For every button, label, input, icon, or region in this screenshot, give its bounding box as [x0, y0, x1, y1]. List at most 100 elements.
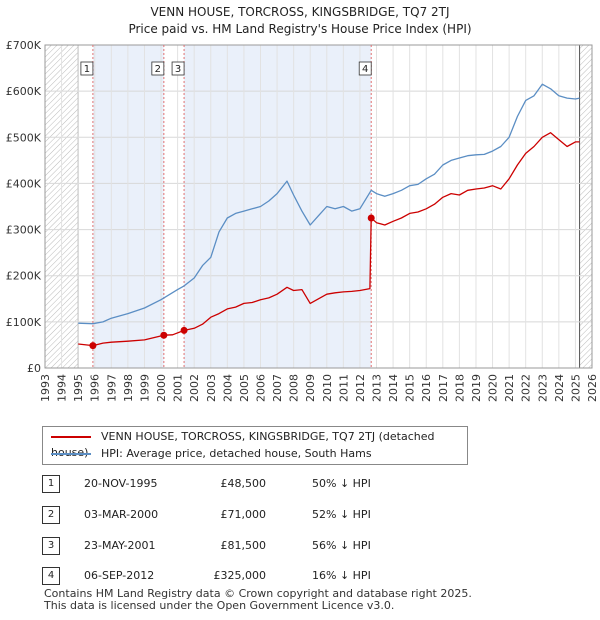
row-hpi-diff: 52% ↓ HPI [312, 508, 371, 521]
legend-item-price: VENN HOUSE, TORCROSS, KINGSBRIDGE, TQ7 2… [51, 429, 467, 459]
sale-label-3: 3 [175, 64, 181, 75]
x-tick-label: 2022 [520, 374, 533, 402]
plot-background [45, 45, 592, 368]
x-tick-label: 2000 [155, 374, 168, 402]
no-data-hatch-right [579, 45, 592, 368]
table-row: 2 03-MAR-2000 £71,000 52% ↓ HPI [42, 506, 542, 524]
x-tick-label: 2009 [304, 374, 317, 402]
row-number-badge: 1 [42, 475, 60, 493]
plot-frame [44, 44, 593, 369]
y-axis: £0 £100K £200K £300K £400K £500K £600K £700K [6, 39, 42, 375]
table-row: 1 20-NOV-1995 £48,500 50% ↓ HPI [42, 475, 542, 493]
chart-title-line1: VENN HOUSE, TORCROSS, KINGSBRIDGE, TQ7 2… [150, 5, 450, 19]
x-tick-label: 1998 [122, 374, 135, 402]
row-price: £48,500 [220, 477, 267, 490]
y-tick-label: £600K [6, 85, 42, 98]
x-tick-label: 2014 [387, 374, 400, 402]
x-tick-label: 2008 [288, 374, 301, 402]
x-tick-label: 2016 [420, 374, 433, 402]
row-number-badge: 2 [42, 506, 60, 524]
table-row: 3 23-MAY-2001 £81,500 56% ↓ HPI [42, 537, 542, 555]
sale-point-4 [367, 214, 375, 222]
row-number-badge: 4 [42, 567, 60, 585]
sale-point-3 [180, 326, 188, 334]
sale-label-box-2 [151, 61, 165, 76]
row-price: £81,500 [220, 539, 267, 552]
x-tick-label: 2005 [238, 374, 251, 402]
sale-point-2 [160, 331, 168, 339]
row-price: £71,000 [220, 508, 267, 521]
x-tick-label: 2002 [188, 374, 201, 402]
x-tick-label: 2026 [586, 374, 599, 402]
row-price: £325,000 [213, 569, 267, 582]
x-tick-label: 1997 [105, 374, 118, 402]
x-tick-label: 2006 [254, 374, 267, 402]
price-chart: 1 2 3 4 £0 £100K £200K £300K £400K £500K £600K £70… [6, 39, 599, 402]
y-tick-label: £500K [6, 131, 42, 144]
x-tick-label: 2010 [321, 374, 334, 402]
legend-swatch-price [51, 436, 91, 438]
x-tick-label: 1995 [72, 374, 85, 402]
legend: VENN HOUSE, TORCROSS, KINGSBRIDGE, TQ7 2… [42, 426, 468, 465]
row-date: 03-MAR-2000 [84, 508, 159, 521]
y-tick-label: £700K [6, 39, 42, 52]
x-tick-label: 2023 [536, 374, 549, 402]
y-tick-label: £300K [6, 224, 42, 237]
x-tick-label: 2020 [487, 374, 500, 402]
x-tick-label: 2019 [470, 374, 483, 402]
x-tick-label: 2004 [221, 374, 234, 402]
footer: Contains HM Land Registry data © Crown c… [44, 588, 472, 612]
y-tick-label: £200K [6, 270, 42, 283]
hpi-line [78, 83, 580, 325]
sale-marker-lines [92, 45, 372, 368]
x-tick-label: 1994 [56, 374, 69, 402]
legend-label-hpi: HPI: Average price, detached house, Sout… [101, 447, 372, 460]
x-tick-label: 1996 [89, 374, 102, 402]
footer-line2: This data is licensed under the Open Gov… [44, 599, 395, 612]
row-hpi-diff: 16% ↓ HPI [312, 569, 371, 582]
x-tick-label: 1999 [138, 374, 151, 402]
row-number-badge: 3 [42, 537, 60, 555]
row-date: 06-SEP-2012 [84, 569, 155, 582]
x-tick-label: 2021 [503, 374, 516, 402]
chart-title: VENN HOUSE, TORCROSS, KINGSBRIDGE, TQ7 2… [0, 4, 600, 38]
sale-label-box-1 [80, 61, 94, 76]
row-date: 20-NOV-1995 [84, 477, 158, 490]
sale-label-4: 4 [362, 64, 368, 75]
x-axis: 1993 1994 1995 1996 1997 1998 1999 2000 2001 2002… [39, 374, 599, 402]
sale-point-1 [89, 342, 97, 350]
sale-labels: 1 2 3 4 [80, 61, 372, 76]
x-tick-label: 2024 [553, 374, 566, 402]
series-lines [78, 83, 580, 347]
sale-points [89, 214, 375, 350]
y-tick-label: £0 [27, 362, 41, 375]
x-tick-label: 1993 [39, 374, 52, 402]
sale-label-box-3 [171, 61, 185, 76]
legend-item-hpi: HPI: Average price, detached house, Sout… [51, 446, 372, 462]
x-tick-label: 2013 [371, 374, 384, 402]
sale-label-1: 1 [84, 64, 90, 75]
x-tick-label: 2017 [437, 374, 450, 402]
row-date: 23-MAY-2001 [84, 539, 156, 552]
x-tick-label: 2007 [271, 374, 284, 402]
x-tick-label: 2018 [453, 374, 466, 402]
y-tick-label: £100K [6, 316, 42, 329]
x-tick-label: 2012 [354, 374, 367, 402]
chart-title-line2: Price paid vs. HM Land Registry's House … [128, 22, 472, 36]
sale-label-2: 2 [155, 64, 161, 75]
x-tick-label: 2011 [337, 374, 350, 402]
legend-swatch-hpi [51, 453, 91, 455]
price-paid-line [78, 132, 580, 347]
footer-line1: Contains HM Land Registry data © Crown c… [44, 587, 472, 600]
ownership-band [184, 45, 372, 368]
row-hpi-diff: 56% ↓ HPI [312, 539, 371, 552]
legend-label-price: VENN HOUSE, TORCROSS, KINGSBRIDGE, TQ7 2… [51, 430, 435, 459]
y-tick-label: £400K [6, 177, 42, 190]
sale-label-box-4 [358, 61, 372, 76]
x-tick-label: 2015 [404, 374, 417, 402]
x-tick-label: 2003 [205, 374, 218, 402]
x-tick-label: 2025 [569, 374, 582, 402]
row-hpi-diff: 50% ↓ HPI [312, 477, 371, 490]
x-tick-label: 2001 [172, 374, 185, 402]
table-row: 4 06-SEP-2012 £325,000 16% ↓ HPI [42, 567, 542, 585]
